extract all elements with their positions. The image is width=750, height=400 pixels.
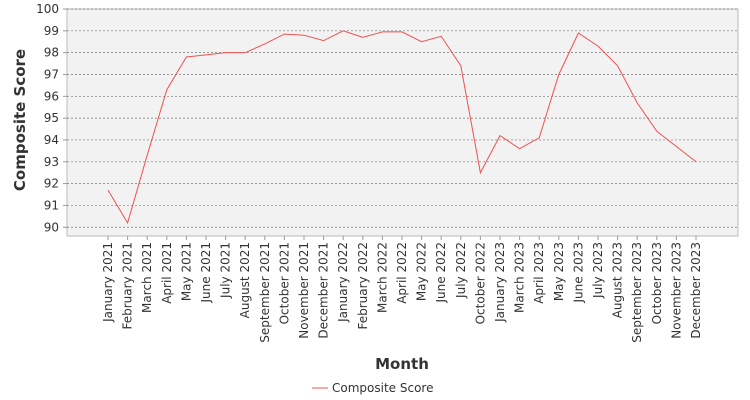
x-tick-label: May 2022 [415,242,429,301]
x-tick-label: April 2021 [160,242,174,304]
y-tick-label: 92 [44,177,59,191]
x-tick-label: August 2023 [611,242,625,318]
x-tick-label: October 2021 [277,242,291,324]
x-tick-label: October 2022 [473,242,487,324]
x-tick-label: March 2023 [513,242,527,313]
y-tick-label: 96 [44,89,59,103]
x-tick-label: April 2022 [395,242,409,304]
x-tick-label: May 2023 [552,242,566,301]
x-tick-label: December 2023 [689,242,703,339]
y-tick-label: 98 [44,46,59,60]
x-tick-label: September 2021 [258,242,272,343]
x-tick-label: February 2022 [356,242,370,330]
y-tick-label: 97 [44,67,59,81]
x-tick-label: July 2021 [219,242,233,299]
x-tick-label: July 2023 [591,242,605,299]
x-tick-label: June 2023 [571,242,585,304]
x-tick-label: November 2023 [669,242,683,339]
x-tick-label: February 2021 [121,242,135,330]
x-tick-label: January 2021 [101,242,115,323]
y-tick-label: 93 [44,155,59,169]
y-tick-label: 91 [44,198,59,212]
x-tick-label: May 2021 [179,242,193,301]
x-tick-label: June 2021 [199,242,213,304]
x-tick-label: March 2022 [375,242,389,313]
x-tick-label: September 2023 [630,242,644,343]
x-tick-label: April 2023 [532,242,546,304]
data-line [107,30,697,225]
y-axis-title: Composite Score [11,49,29,191]
x-tick-label: January 2022 [336,242,350,323]
legend-label: Composite Score [332,381,433,395]
x-tick-label: March 2021 [140,242,154,313]
y-tick-label: 90 [44,220,59,234]
x-tick-label: October 2023 [650,242,664,324]
x-axis-title: Month [375,355,429,373]
x-tick-label: June 2022 [434,242,448,304]
plot-area [66,8,739,237]
x-tick-label: August 2021 [238,242,252,318]
y-tick-label: 99 [44,24,59,38]
x-tick-label: December 2021 [317,242,331,339]
y-tick-label: 100 [36,2,59,16]
y-tick-label: 95 [44,111,59,125]
y-tick-label: 94 [44,133,59,147]
x-tick-label: November 2021 [297,242,311,339]
x-tick-label: July 2022 [454,242,468,299]
x-tick-label: January 2023 [493,242,507,323]
